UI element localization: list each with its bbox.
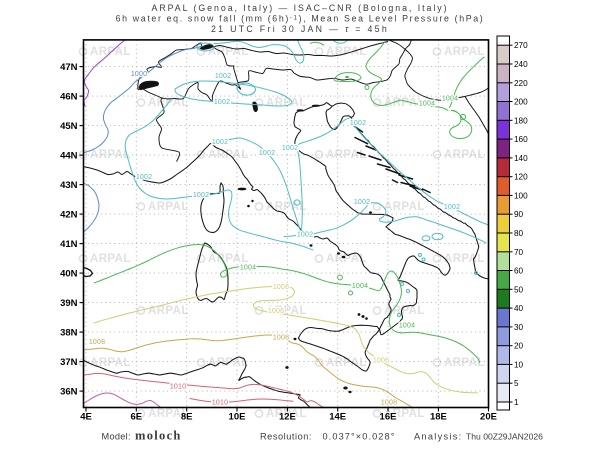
svg-text:1004: 1004 [240, 265, 256, 272]
svg-text:39N: 39N [60, 298, 78, 309]
svg-text:38N: 38N [60, 327, 78, 338]
svg-text:1004: 1004 [399, 323, 415, 330]
svg-text:ARPAL: ARPAL [444, 253, 485, 265]
svg-text:moloch: moloch [135, 429, 182, 443]
svg-text:14E: 14E [329, 412, 346, 423]
svg-text:ARPAL: ARPAL [266, 408, 307, 420]
svg-text:ARPAL: ARPAL [266, 97, 307, 109]
svg-text:1008: 1008 [89, 339, 105, 346]
svg-text:1002: 1002 [444, 204, 460, 211]
svg-text:1008: 1008 [381, 400, 397, 407]
svg-text:45N: 45N [60, 121, 78, 132]
svg-text:270: 270 [514, 41, 528, 50]
svg-text:16E: 16E [380, 412, 397, 423]
svg-text:0.037°×0.028°: 0.037°×0.028° [323, 432, 396, 442]
svg-text:1002: 1002 [193, 192, 209, 199]
svg-text:ARPAL: ARPAL [444, 149, 485, 161]
svg-text:160: 160 [514, 135, 528, 144]
svg-text:ARPAL: ARPAL [148, 201, 189, 213]
svg-text:1008: 1008 [273, 335, 289, 342]
svg-text:240: 240 [514, 60, 528, 69]
svg-text:ARPAL: ARPAL [444, 357, 485, 369]
svg-text:21 UTC Fri 30 JAN — τ = 45h: 21 UTC Fri 30 JAN — τ = 45h [211, 24, 389, 34]
svg-text:12E: 12E [279, 412, 296, 423]
svg-text:Analysis:: Analysis: [414, 432, 462, 442]
svg-text:1002: 1002 [259, 150, 275, 157]
svg-text:ARPAL: ARPAL [384, 201, 425, 213]
svg-text:1010: 1010 [170, 384, 186, 391]
svg-text:20E: 20E [480, 412, 497, 423]
svg-text:ARPAL: ARPAL [148, 408, 189, 420]
svg-text:ARPAL: ARPAL [326, 46, 367, 58]
svg-text:1002: 1002 [214, 99, 230, 106]
svg-text:41N: 41N [60, 239, 78, 250]
svg-text:1002: 1002 [297, 232, 313, 239]
svg-text:1004: 1004 [419, 101, 435, 108]
svg-text:ARPAL: ARPAL [326, 253, 367, 265]
svg-text:40N: 40N [60, 268, 78, 279]
svg-text:1000: 1000 [131, 71, 147, 78]
svg-text:70: 70 [514, 248, 524, 257]
svg-text:ARPAL (Genoa, Italy) — ISAC–: ARPAL (Genoa, Italy) — ISAC–CNR (Bologna… [152, 3, 449, 13]
svg-text:20: 20 [514, 342, 524, 351]
svg-text:1002: 1002 [354, 199, 370, 206]
svg-text:40: 40 [514, 304, 524, 313]
svg-text:8E: 8E [181, 412, 193, 423]
svg-text:ARPAL: ARPAL [90, 357, 131, 369]
svg-text:6h water eq. snow fall (mm (6h: 6h water eq. snow fall (mm (6h)-1), Mean… [116, 14, 485, 24]
svg-text:ARPAL: ARPAL [326, 149, 367, 161]
svg-text:1004: 1004 [442, 96, 458, 103]
svg-text:ARPAL: ARPAL [208, 253, 249, 265]
svg-text:ARPAL: ARPAL [208, 149, 249, 161]
svg-text:1002: 1002 [212, 139, 228, 146]
svg-text:80: 80 [514, 229, 524, 238]
svg-text:Model:: Model: [102, 432, 131, 442]
svg-text:1002: 1002 [136, 174, 152, 181]
svg-text:180: 180 [514, 116, 528, 125]
svg-text:1002: 1002 [215, 73, 231, 80]
svg-text:1006: 1006 [268, 308, 284, 315]
svg-text:ARPAL: ARPAL [90, 253, 131, 265]
svg-text:18E: 18E [430, 412, 447, 423]
svg-text:ARPAL: ARPAL [266, 305, 307, 317]
svg-text:ARPAL: ARPAL [384, 408, 425, 420]
svg-text:4E: 4E [80, 412, 92, 423]
svg-text:ARPAL: ARPAL [90, 46, 131, 58]
svg-text:Thu 00Z29JAN2026: Thu 00Z29JAN2026 [466, 432, 543, 442]
svg-text:10E: 10E [229, 412, 246, 423]
svg-text:140: 140 [514, 154, 528, 163]
svg-text:1006: 1006 [373, 358, 389, 365]
svg-text:60: 60 [514, 267, 524, 276]
svg-text:ARPAL: ARPAL [148, 305, 189, 317]
svg-text:10: 10 [514, 360, 524, 369]
svg-text:120: 120 [514, 173, 528, 182]
svg-text:1002: 1002 [350, 120, 366, 127]
svg-text:200: 200 [514, 98, 528, 107]
svg-text:1002: 1002 [282, 145, 298, 152]
svg-text:Resolution:: Resolution: [260, 432, 312, 442]
svg-text:1006: 1006 [273, 284, 289, 291]
svg-text:100: 100 [514, 191, 528, 200]
svg-text:1: 1 [514, 398, 519, 407]
svg-text:44N: 44N [60, 150, 78, 161]
svg-text:37N: 37N [60, 357, 78, 368]
svg-text:ARPAL: ARPAL [444, 46, 485, 58]
svg-text:5: 5 [514, 379, 519, 388]
svg-text:50: 50 [514, 285, 524, 294]
svg-text:ARPAL: ARPAL [384, 97, 425, 109]
svg-text:46N: 46N [60, 91, 78, 102]
svg-text:90: 90 [514, 210, 524, 219]
svg-text:1010: 1010 [212, 400, 228, 407]
svg-text:47N: 47N [60, 62, 78, 73]
svg-text:43N: 43N [60, 180, 78, 191]
svg-text:220: 220 [514, 79, 528, 88]
svg-text:1004: 1004 [352, 283, 368, 290]
svg-text:6E: 6E [130, 412, 142, 423]
svg-text:30: 30 [514, 323, 524, 332]
svg-text:36N: 36N [60, 386, 78, 397]
svg-text:42N: 42N [60, 209, 78, 220]
